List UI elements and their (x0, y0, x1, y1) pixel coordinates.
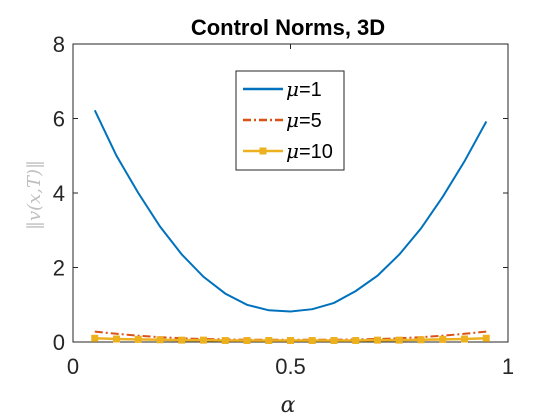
series-3-point (200, 336, 207, 344)
x-tick-label: 0 (67, 354, 79, 379)
series-3-point (221, 337, 229, 345)
series-3-point (243, 337, 251, 345)
series-3-point (287, 337, 294, 345)
series-3-point (482, 334, 490, 342)
series-3-point (352, 337, 360, 345)
series-3-point (461, 335, 468, 343)
series-3-point (374, 336, 381, 344)
y-axis-label: ‖v(x,T)‖ (24, 160, 45, 230)
series-3-point (113, 335, 120, 343)
series-3-point (91, 334, 99, 342)
legend-mu-symbol: μ (286, 139, 299, 163)
y-tick-label: 4 (53, 181, 65, 206)
x-tick-label: 0.5 (275, 354, 306, 379)
series-3-point (330, 337, 338, 345)
legend-marker-3 (259, 147, 267, 155)
series-3-point (439, 335, 447, 343)
series-3-point (156, 336, 164, 344)
y-tick-label: 6 (53, 107, 65, 132)
legend-mu-symbol: μ (286, 77, 299, 101)
x-axis-label: α (281, 393, 296, 418)
series-3-point (308, 337, 316, 345)
series-3-point (265, 337, 273, 345)
series-3-point (178, 336, 186, 344)
y-tick-label: 8 (53, 32, 65, 57)
series-3-point (395, 336, 403, 344)
legend-mu-symbol: μ (286, 108, 299, 132)
legend-label-2: μ=5 (286, 108, 322, 132)
series-3-point (417, 336, 425, 344)
y-tick-label: 0 (53, 330, 65, 355)
y-tick-label: 2 (53, 256, 65, 281)
legend-mu-value: =5 (299, 110, 322, 132)
legend-mu-value: =1 (299, 79, 322, 101)
legend-label-3: μ=10 (286, 139, 333, 163)
x-tick-label: 1 (502, 354, 514, 379)
series-3-point (134, 335, 142, 343)
legend-mu-value: =10 (299, 141, 333, 163)
series-line-1 (93, 109, 488, 313)
chart-title: Control Norms, 3D (191, 15, 385, 40)
legend-label-1: μ=1 (286, 77, 322, 101)
